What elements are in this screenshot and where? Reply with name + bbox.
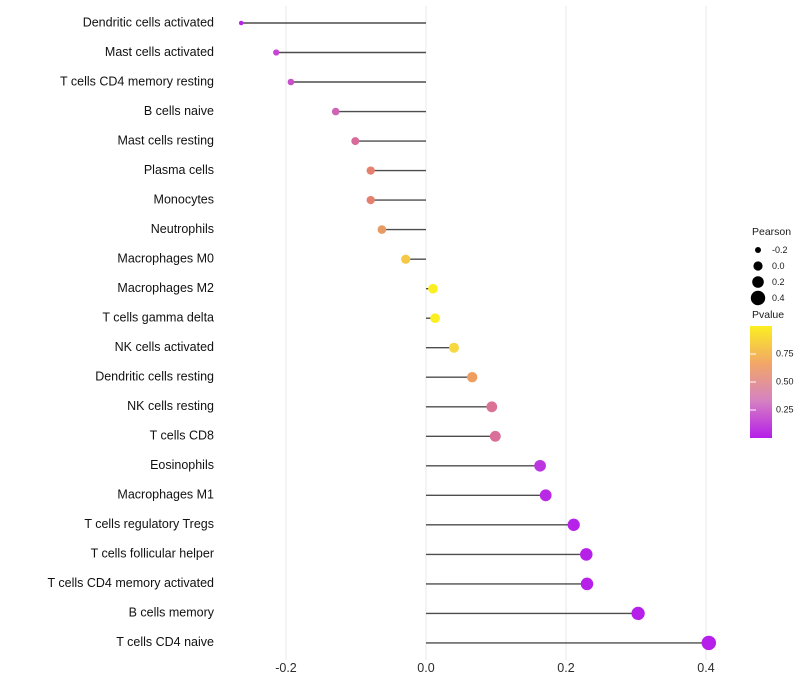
category-label: B cells memory <box>129 606 215 620</box>
data-point <box>238 20 244 26</box>
category-label: NK cells resting <box>127 399 214 413</box>
data-point <box>486 401 498 413</box>
category-label: B cells naive <box>144 104 214 118</box>
size-legend-title: Pearson <box>752 226 791 238</box>
color-legend-tick-label: 0.25 <box>776 404 794 414</box>
size-legend-swatch <box>752 276 764 288</box>
data-point <box>534 459 546 472</box>
size-legend-label: 0.4 <box>772 293 785 303</box>
color-legend-tick-label: 0.50 <box>776 376 794 386</box>
data-point <box>401 254 411 264</box>
category-label: Mast cells activated <box>105 45 214 59</box>
category-label: Plasma cells <box>144 163 214 177</box>
category-label: Dendritic cells resting <box>95 369 214 383</box>
x-axis-tick-labels: -0.2 0.0 0.2 0.4 <box>275 661 715 675</box>
stem-lines <box>241 22 709 644</box>
category-label: T cells CD4 memory activated <box>48 576 215 590</box>
pearson-size-legend: Pearson -0.2 0.0 0.2 0.4 <box>750 226 791 306</box>
x-gridlines <box>285 6 707 660</box>
size-legend-label: 0.2 <box>772 277 785 287</box>
data-point <box>580 577 594 591</box>
category-label: T cells follicular helper <box>91 547 214 561</box>
x-tick-label: 0.2 <box>557 661 574 675</box>
data-point <box>539 489 552 502</box>
category-label: Monocytes <box>154 192 214 206</box>
category-label: T cells CD4 memory resting <box>60 74 214 88</box>
category-label: Macrophages M1 <box>117 488 214 502</box>
category-label: Eosinophils <box>150 458 214 472</box>
data-point <box>580 548 593 561</box>
category-label: T cells regulatory Tregs <box>84 517 214 531</box>
data-points <box>238 20 716 651</box>
data-point <box>428 283 438 294</box>
category-label: T cells gamma delta <box>102 310 214 324</box>
data-point <box>366 166 375 175</box>
pvalue-color-legend: Pvalue 0.75 0.50 0.25 <box>750 309 794 438</box>
color-legend-tick-label: 0.75 <box>776 348 794 358</box>
data-point <box>567 518 580 531</box>
category-label: NK cells activated <box>115 340 214 354</box>
category-label: Neutrophils <box>151 222 214 236</box>
data-point <box>331 107 340 116</box>
x-tick-label: -0.2 <box>275 661 297 675</box>
category-label: T cells CD4 naive <box>116 635 214 649</box>
data-point <box>273 49 280 56</box>
category-label: Dendritic cells activated <box>83 15 214 29</box>
size-legend-label: -0.2 <box>772 245 788 255</box>
data-point <box>467 372 478 383</box>
category-label: Mast cells resting <box>117 133 214 147</box>
data-point <box>377 225 387 234</box>
category-label: Macrophages M0 <box>117 251 214 265</box>
size-legend-label: 0.0 <box>772 261 785 271</box>
data-point <box>366 195 375 205</box>
size-legend-swatch <box>753 261 763 271</box>
data-point <box>489 430 501 442</box>
x-tick-label: 0.4 <box>697 661 714 675</box>
x-tick-label: 0.0 <box>417 661 434 675</box>
data-point <box>287 78 295 86</box>
data-point <box>351 137 360 146</box>
category-label: Macrophages M2 <box>117 281 214 295</box>
data-point <box>631 606 645 621</box>
color-legend-title: Pvalue <box>752 309 784 321</box>
data-point <box>430 313 440 324</box>
size-legend-swatch <box>750 290 766 306</box>
data-point <box>449 342 459 353</box>
category-label: T cells CD8 <box>150 429 214 443</box>
size-legend-swatch <box>755 247 761 253</box>
data-point <box>701 635 716 651</box>
category-axis-labels: Dendritic cells activated Mast cells acti… <box>48 15 215 649</box>
